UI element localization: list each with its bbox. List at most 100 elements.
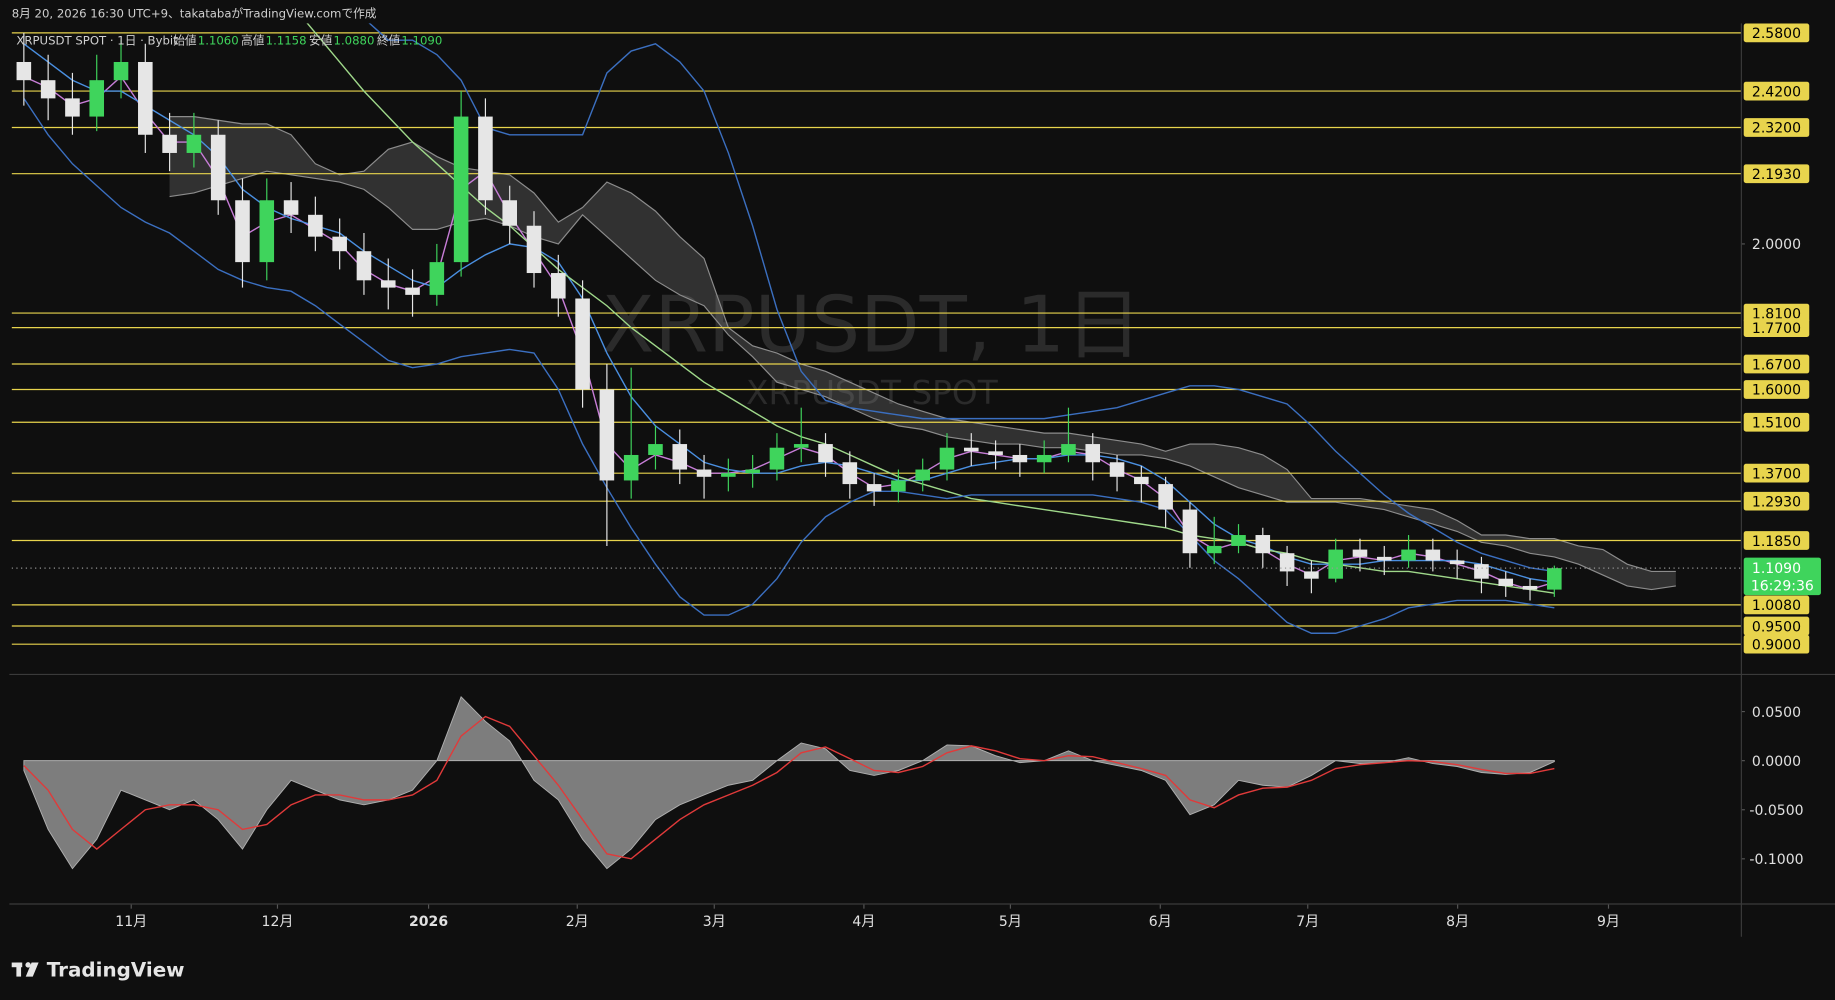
last-price-box <box>1743 557 1821 596</box>
candle-body <box>842 462 858 485</box>
candle-body <box>138 61 153 135</box>
candle-body <box>1425 549 1441 561</box>
candle-body <box>575 298 590 390</box>
level-label: 2.5800 <box>1752 26 1801 42</box>
candle-body <box>1061 444 1076 455</box>
last-price-label: 1.1090 <box>1752 561 1801 577</box>
x-tick-label: 4月 <box>852 914 875 930</box>
level-label: 0.9500 <box>1752 619 1801 635</box>
ohlc-value: 1.1060 <box>198 33 239 47</box>
candle-body <box>502 200 518 226</box>
candle-body <box>1206 545 1222 554</box>
moving-line <box>23 43 1555 584</box>
axes: 2.58002.42002.32002.19301.81001.77001.67… <box>115 23 1821 930</box>
candle-body <box>891 480 906 492</box>
ohlc-value: 1.0880 <box>334 33 375 47</box>
candle-body <box>1182 509 1198 554</box>
candle-body <box>162 134 177 153</box>
candle-body <box>721 473 736 477</box>
level-label-box <box>1743 354 1810 374</box>
cloud <box>169 116 1676 590</box>
level-label-box <box>1743 634 1810 654</box>
y-tick-label: 0.0000 <box>1752 754 1801 770</box>
candle-body <box>332 236 347 252</box>
candle-body <box>915 469 930 481</box>
level-label-box <box>1743 318 1810 337</box>
ohlc-label: 高値 <box>241 33 265 47</box>
brand: TradingView <box>11 959 185 982</box>
x-tick-label: 3月 <box>703 914 726 930</box>
level-label-box <box>1743 491 1810 511</box>
level-label-box <box>1743 463 1810 483</box>
candle-body <box>1304 571 1319 579</box>
watermark-sub: XRPUSDT SPOT <box>746 374 999 412</box>
level-label: 2.1930 <box>1752 167 1801 183</box>
x-tick-label: 8月 <box>1446 914 1469 930</box>
ohlc-value: 1.1090 <box>401 33 442 47</box>
level-label-box <box>1743 412 1810 432</box>
x-tick-label: 5月 <box>999 914 1022 930</box>
candle-body <box>478 116 493 201</box>
candle-body <box>1449 560 1465 565</box>
level-label: 1.1850 <box>1752 534 1801 550</box>
legend-symbol: XRPUSDT SPOT · 1日 · Bybit <box>16 33 178 47</box>
ohlc-legend: 始値 1.1060 高値 1.1158 安値 1.0880 終値 1.1090 <box>173 33 442 47</box>
candle-body <box>1109 462 1125 477</box>
candle-body <box>65 98 80 117</box>
candle-body <box>40 80 56 99</box>
ohlc-label: 始値 <box>173 33 197 47</box>
candle-body <box>696 469 712 477</box>
candle-body <box>1547 568 1562 590</box>
candle-body <box>551 273 566 299</box>
moving-line <box>23 97 1555 634</box>
level-label: 1.5100 <box>1752 415 1801 431</box>
ohlc-value: 1.1158 <box>266 33 307 47</box>
candle-body <box>672 444 688 470</box>
level-label: 2.3200 <box>1752 121 1801 137</box>
candle-body <box>1036 454 1052 463</box>
cloud-lower <box>169 170 1676 591</box>
level-label-box <box>1743 380 1810 399</box>
candle-body <box>308 214 323 237</box>
candle-body <box>1328 549 1343 579</box>
candle-body <box>963 447 979 452</box>
level-label: 1.3700 <box>1752 466 1801 482</box>
price-pane <box>11 23 1742 645</box>
candle-body <box>259 200 275 263</box>
level-label: 0.9000 <box>1752 637 1801 653</box>
logo <box>25 962 39 977</box>
level-label-box <box>1743 81 1810 101</box>
candle-body <box>380 280 396 288</box>
candle-body <box>210 134 226 201</box>
level-label: 1.6700 <box>1752 357 1801 373</box>
x-tick-label: 12月 <box>262 914 294 930</box>
candle-body <box>405 287 420 295</box>
level-label-box <box>1743 531 1810 550</box>
candle-body <box>939 447 955 470</box>
candle-body <box>599 389 615 481</box>
signal-line <box>23 715 1555 860</box>
candle-body <box>988 451 1003 455</box>
x-tick-label: 9月 <box>1597 914 1620 930</box>
watermark: XRPUSDT, 1日 <box>601 280 1142 370</box>
candle-body <box>1255 535 1271 554</box>
candle-body <box>1522 585 1538 590</box>
candle-body <box>1376 556 1392 561</box>
oscillator-area <box>23 695 1555 870</box>
candle-body <box>283 200 299 215</box>
candle-body <box>623 454 639 481</box>
x-tick-label: 11月 <box>115 914 147 930</box>
oscillator-pane <box>23 695 1555 870</box>
x-tick-label: 7月 <box>1296 914 1319 930</box>
candle-body <box>16 61 32 81</box>
candle-body <box>1352 549 1368 557</box>
candle-body <box>818 444 833 463</box>
candle-body <box>429 262 445 295</box>
candle-body <box>1134 476 1149 485</box>
candle-body <box>1158 484 1173 510</box>
candle-body <box>89 80 105 117</box>
candle-body <box>793 444 809 448</box>
moving-line <box>23 75 1555 591</box>
caption: 8月 20, 2026 16:30 UTC+9、takatabaがTrading… <box>12 7 377 21</box>
level-label-box <box>1743 164 1810 184</box>
